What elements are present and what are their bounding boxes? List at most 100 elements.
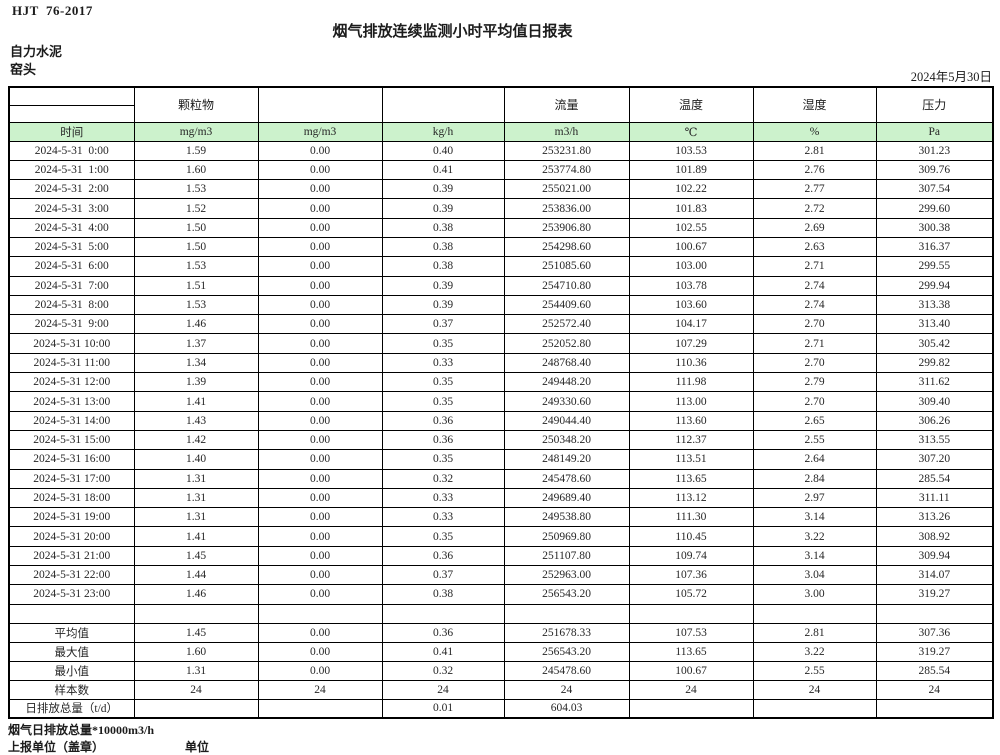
cell-value: 0.38 xyxy=(381,256,505,277)
blank-cell xyxy=(133,603,259,624)
standard-number: HJT 76-2017 xyxy=(12,3,93,18)
cell-value: 0.35 xyxy=(381,391,505,412)
cell-value: 0.00 xyxy=(257,429,383,451)
cell-value: 1.60 xyxy=(133,159,259,181)
blank-cell xyxy=(257,603,383,624)
unit-cell: % xyxy=(752,121,877,142)
summary-value-cell: 0.01 xyxy=(381,698,505,719)
cell-value: 0.00 xyxy=(257,236,383,258)
summary-value-cell: 2.81 xyxy=(752,622,877,643)
cell-value: 299.60 xyxy=(875,198,994,219)
cell-value: 110.36 xyxy=(628,352,754,374)
cell-value: 3.14 xyxy=(752,545,877,567)
summary-row: 平均值 1.45 0.00 0.36 251678.33 107.53 2.81 307.36 xyxy=(8,622,994,643)
summary-value-cell: 0.36 xyxy=(381,622,505,643)
station-name: 窑头 xyxy=(10,62,37,77)
cell-value: 2.70 xyxy=(752,314,877,335)
cell-value: 2.84 xyxy=(752,468,877,489)
cell-value: 1.34 xyxy=(133,352,259,374)
summary-value-cell: 256543.20 xyxy=(503,641,630,662)
table-row: 2024-5-31 6:00 1.53 0.00 0.38 251085.60 103.0… xyxy=(8,256,994,277)
group-header-cell: 流量 xyxy=(503,86,630,123)
cell-value: 254298.60 xyxy=(503,236,630,258)
summary-value-cell: 24 xyxy=(628,679,754,700)
table-row: 2024-5-31 17:00 1.31 0.00 0.32 245478.60 113.… xyxy=(8,468,994,489)
cell-value: 103.53 xyxy=(628,140,754,161)
cell-value: 2.65 xyxy=(752,410,877,431)
cell-value: 2.71 xyxy=(752,333,877,354)
cell-value: 105.72 xyxy=(628,584,754,605)
group-header-blank-cell xyxy=(381,86,505,123)
table-row: 2024-5-31 19:00 1.31 0.00 0.33 249538.80 111.… xyxy=(8,507,994,528)
cell-value: 109.74 xyxy=(628,545,754,567)
blank-cell xyxy=(875,603,994,624)
cell-time: 2024-5-31 13:00 xyxy=(8,391,135,412)
cell-value: 0.00 xyxy=(257,294,383,316)
cell-value: 309.40 xyxy=(875,391,994,412)
cell-value: 248149.20 xyxy=(503,449,630,470)
cell-value: 2.70 xyxy=(752,391,877,412)
summary-row: 最大值 1.60 0.00 0.41 256543.20 113.65 3.22 319.27 xyxy=(8,641,994,662)
group-header-cell: 颗粒物 xyxy=(133,86,259,123)
cell-value: 2.77 xyxy=(752,179,877,200)
table-row: 2024-5-31 22:00 1.44 0.00 0.37 252963.00 107.… xyxy=(8,565,994,586)
cell-value: 308.92 xyxy=(875,526,994,547)
unit-cell: mg/m3 xyxy=(133,121,259,142)
cell-value: 251085.60 xyxy=(503,256,630,277)
cell-value: 2.70 xyxy=(752,352,877,374)
cell-value: 2.55 xyxy=(752,429,877,451)
cell-value: 256543.20 xyxy=(503,584,630,605)
cell-value: 0.00 xyxy=(257,565,383,586)
cell-value: 110.45 xyxy=(628,526,754,547)
summary-value-cell: 0.32 xyxy=(381,660,505,681)
cell-value: 307.54 xyxy=(875,179,994,200)
cell-value: 249330.60 xyxy=(503,391,630,412)
table-row: 2024-5-31 21:00 1.45 0.00 0.36 251107.80 109.… xyxy=(8,545,994,567)
page-title: 烟气排放连续监测小时平均值日报表 xyxy=(332,24,573,40)
cell-value: 0.00 xyxy=(257,584,383,605)
cell-value: 2.74 xyxy=(752,275,877,296)
cell-value: 0.00 xyxy=(257,198,383,219)
header-blank-cell xyxy=(8,104,135,123)
cell-value: 1.43 xyxy=(133,410,259,431)
summary-value-cell: 0.00 xyxy=(257,622,383,643)
group-header-blank-cell xyxy=(257,86,383,123)
cell-time: 2024-5-31 2:00 xyxy=(8,179,135,200)
cell-value: 0.00 xyxy=(257,275,383,296)
cell-value: 1.41 xyxy=(133,391,259,412)
summary-value-cell: 1.31 xyxy=(133,660,259,681)
unit-cell: ℃ xyxy=(628,121,754,142)
cell-value: 313.26 xyxy=(875,507,994,528)
cell-value: 2.71 xyxy=(752,256,877,277)
cell-value: 113.51 xyxy=(628,449,754,470)
summary-value-cell: 24 xyxy=(752,679,877,700)
summary-label-cell: 样本数 xyxy=(8,679,135,700)
cell-value: 0.38 xyxy=(381,584,505,605)
cell-value: 2.97 xyxy=(752,487,877,509)
summary-value-cell xyxy=(257,698,383,719)
cell-value: 0.38 xyxy=(381,236,505,258)
cell-value: 249538.80 xyxy=(503,507,630,528)
cell-time: 2024-5-31 6:00 xyxy=(8,256,135,277)
cell-value: 0.00 xyxy=(257,391,383,412)
cell-value: 111.98 xyxy=(628,372,754,393)
cell-value: 299.94 xyxy=(875,275,994,296)
cell-value: 107.29 xyxy=(628,333,754,354)
cell-value: 0.37 xyxy=(381,314,505,335)
cell-value: 103.78 xyxy=(628,275,754,296)
cell-value: 245478.60 xyxy=(503,468,630,489)
table-row: 2024-5-31 5:00 1.50 0.00 0.38 254298.60 100.6… xyxy=(8,236,994,258)
cell-value: 299.82 xyxy=(875,352,994,374)
cell-value: 0.00 xyxy=(257,526,383,547)
cell-value: 300.38 xyxy=(875,217,994,238)
cell-value: 0.00 xyxy=(257,410,383,431)
cell-value: 1.53 xyxy=(133,179,259,200)
blank-cell xyxy=(8,603,135,624)
cell-value: 249689.40 xyxy=(503,487,630,509)
cell-time: 2024-5-31 18:00 xyxy=(8,487,135,509)
cell-time: 2024-5-31 22:00 xyxy=(8,565,135,586)
cell-value: 100.67 xyxy=(628,236,754,258)
table-row: 2024-5-31 11:00 1.34 0.00 0.33 248768.40 110.… xyxy=(8,352,994,374)
cell-value: 285.54 xyxy=(875,468,994,489)
cell-value: 1.59 xyxy=(133,140,259,161)
